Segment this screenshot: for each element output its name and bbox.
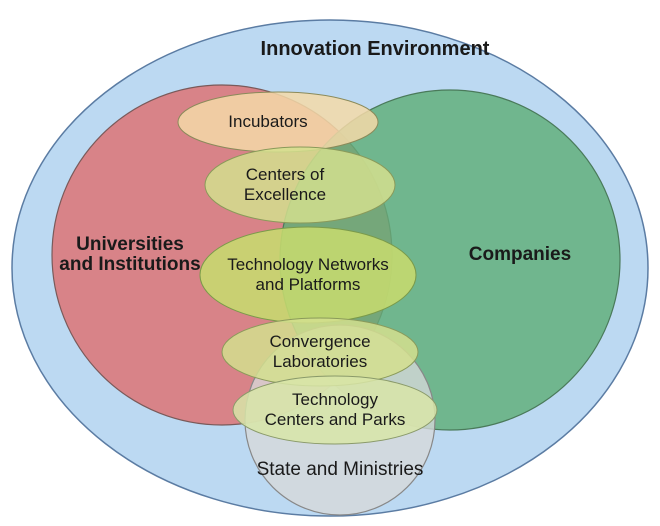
- outer-title: Innovation Environment: [261, 38, 490, 60]
- tech-parks-label-line: Centers and Parks: [265, 410, 406, 429]
- state-label-line: State and Ministries: [257, 459, 424, 480]
- tech-networks-label-line: Technology Networks: [227, 255, 389, 274]
- tech-networks-label-line: and Platforms: [256, 275, 361, 294]
- incubators-label: Incubators: [228, 112, 307, 131]
- universities-label: Universitiesand Institutions: [59, 234, 200, 275]
- centers-excellence-label-line: Centers of: [246, 165, 325, 184]
- centers-excellence-label-line: Excellence: [244, 185, 326, 204]
- convergence-labs-label-line: Convergence: [269, 332, 370, 351]
- convergence-labs-label-line: Laboratories: [273, 352, 368, 371]
- state-label: State and Ministries: [257, 459, 424, 480]
- universities-label-line: and Institutions: [59, 254, 200, 275]
- companies-label: Companies: [469, 244, 571, 265]
- tech-parks-label-line: Technology: [292, 390, 379, 409]
- centers-excellence-label: Centers ofExcellence: [244, 165, 326, 204]
- venn-diagram: Incubators Centers ofExcellence Technology…: [0, 0, 660, 526]
- convergence-labs-label: ConvergenceLaboratories: [269, 332, 370, 371]
- incubators-label-line: Incubators: [228, 112, 307, 131]
- companies-label-line: Companies: [469, 244, 571, 265]
- outer-title-line: Innovation Environment: [261, 38, 490, 60]
- universities-label-line: Universities: [76, 234, 184, 255]
